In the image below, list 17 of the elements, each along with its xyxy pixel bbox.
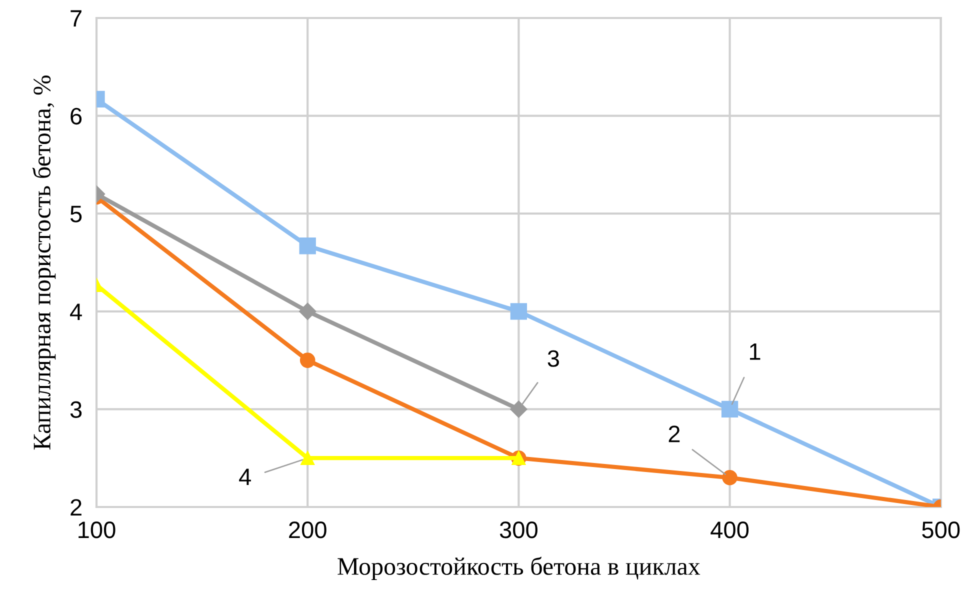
annotation: 1	[750, 344, 760, 360]
y-axis-title: Капиллярная пористость бетона, %	[32, 76, 56, 450]
y-tick-label: 7	[70, 10, 82, 27]
x-axis-title: Морозостойкость бетона в циклах	[338, 556, 700, 580]
annotation: 4	[239, 468, 251, 486]
x-tick-label: 100	[78, 522, 116, 538]
annotation: 3	[548, 350, 559, 367]
x-tick-label: 200	[289, 522, 326, 538]
y-tick-label: 5	[70, 206, 82, 222]
y-tick-label: 4	[70, 304, 82, 320]
y-tick-label: 3	[70, 401, 82, 418]
annotation: 2	[668, 426, 680, 442]
x-tick-label: 500	[922, 522, 960, 538]
x-tick-label: 300	[500, 522, 538, 538]
x-tick-label: 400	[710, 522, 749, 538]
y-tick-label: 2	[70, 499, 82, 516]
y-tick-label: 6	[70, 108, 82, 125]
